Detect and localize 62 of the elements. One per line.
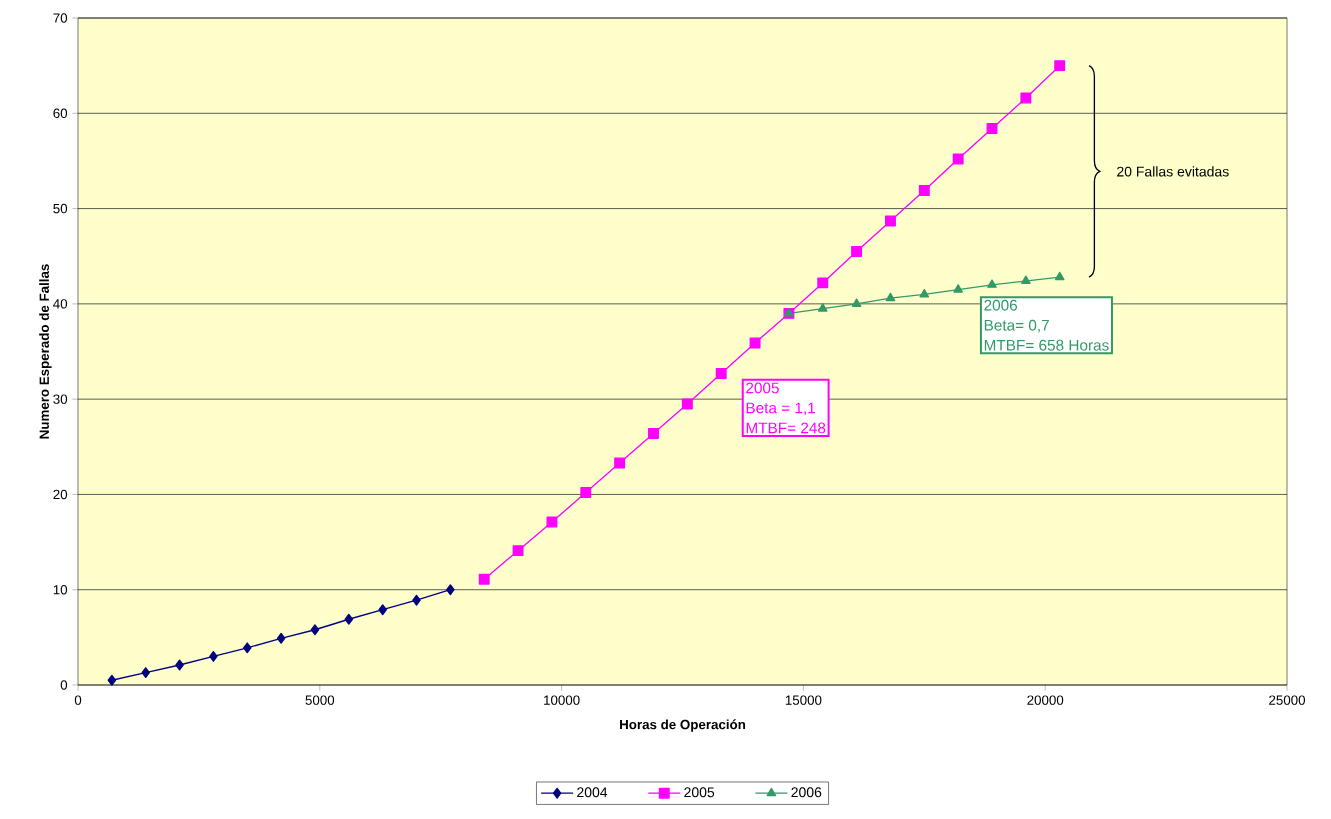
point [1020, 92, 1032, 104]
point [953, 284, 963, 293]
annotation: MTBF= 658 Horas [984, 339, 1109, 351]
annotation: Beta= 0,7 [984, 319, 1049, 333]
point [987, 279, 997, 288]
point [276, 632, 286, 644]
x-tick-label: 25000 [1269, 695, 1306, 705]
point [1054, 60, 1066, 72]
y-tick-label: 60 [53, 108, 68, 119]
y-tick-label: 20 [53, 489, 68, 500]
x-tick-label: 10000 [544, 695, 580, 705]
point [817, 303, 828, 312]
annotation: Beta = 1,1 [746, 402, 815, 416]
point [242, 642, 252, 654]
point [412, 594, 421, 606]
x-tick-label: 0 [74, 695, 82, 705]
point [446, 584, 455, 596]
y-tick-label: 50 [53, 203, 68, 214]
point [817, 277, 829, 289]
point [478, 573, 490, 585]
point [851, 245, 863, 257]
x-tick-label: 15000 [785, 695, 822, 705]
x-tick-label: 20000 [1027, 695, 1064, 705]
point [614, 457, 626, 469]
x-axis-title: Horas de Operación [620, 719, 746, 732]
point [141, 667, 150, 679]
point [107, 674, 117, 686]
point [648, 427, 659, 439]
legend-label: 2006 [791, 787, 822, 798]
point [344, 613, 354, 625]
point [749, 337, 761, 349]
point [715, 367, 727, 379]
y-axis-title: Numero Esperado de Fallas [39, 264, 52, 439]
point [1054, 271, 1065, 281]
y-tick-label: 70 [53, 13, 68, 23]
point [580, 487, 592, 498]
y-tick-label: 10 [53, 585, 68, 595]
point [986, 123, 998, 135]
point [919, 288, 930, 298]
annotation: MTBF= 248 [746, 422, 826, 434]
y-tick-label: 0 [60, 680, 68, 690]
y-tick-label: 40 [53, 299, 68, 309]
point [1021, 275, 1031, 285]
legend-label: 2005 [684, 787, 715, 798]
point [209, 650, 218, 662]
point [310, 624, 320, 636]
point [918, 185, 930, 196]
point [546, 516, 558, 528]
annotation: 2005 [746, 382, 779, 394]
legend-label: 2004 [577, 787, 608, 798]
x-tick-label: 5000 [305, 695, 335, 705]
point [512, 545, 524, 557]
point [952, 153, 964, 165]
annotation: 2006 [984, 299, 1018, 311]
annotation: 20 Fallas evitadas [1117, 166, 1229, 177]
point [885, 292, 896, 302]
point [175, 659, 184, 671]
y-tick-label: 30 [53, 394, 68, 404]
point [851, 298, 862, 307]
point [681, 398, 693, 410]
point [378, 604, 387, 616]
point [884, 215, 896, 227]
